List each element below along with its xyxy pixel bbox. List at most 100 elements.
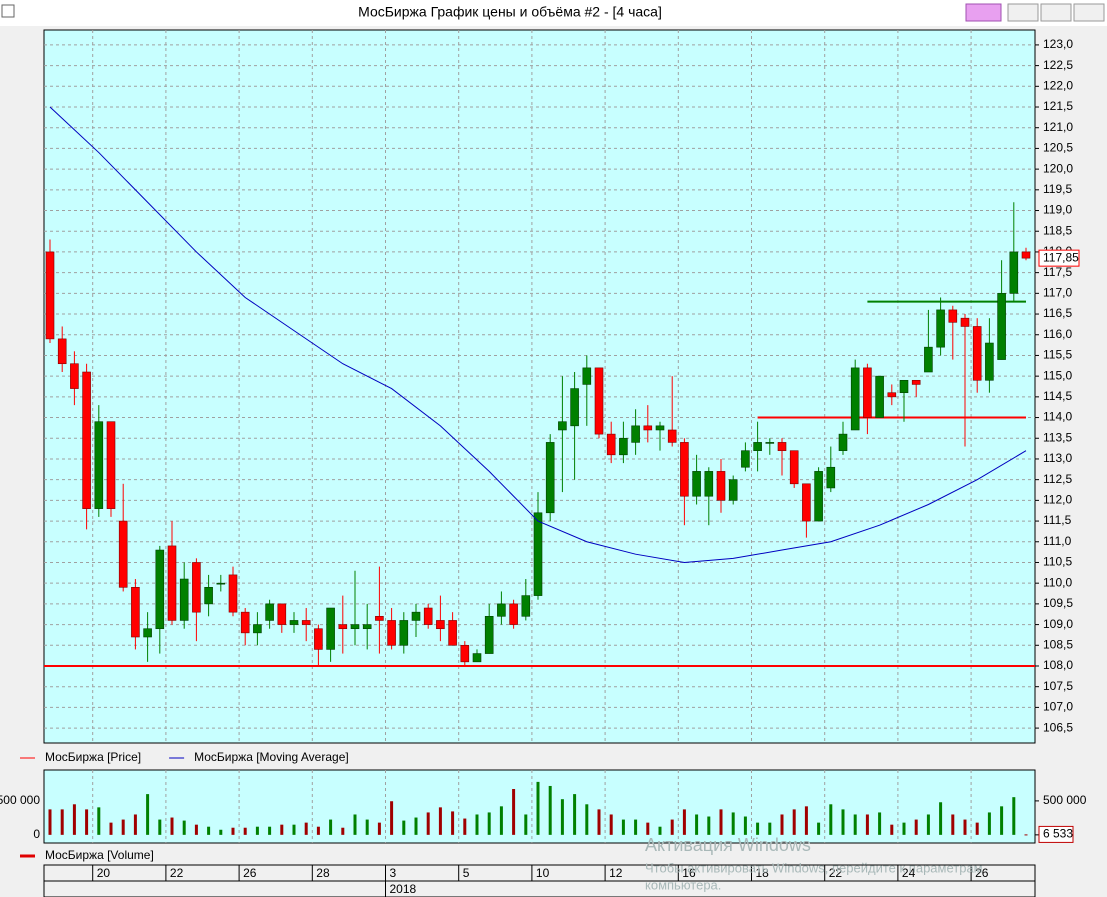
volume-bar — [377, 822, 381, 835]
candle-body — [533, 512, 543, 596]
legend-label: МосБиржа [Moving Average] — [194, 750, 349, 764]
volume-bar — [951, 814, 955, 835]
candle-body — [314, 628, 323, 650]
candle-body — [765, 442, 775, 444]
volume-bar — [316, 826, 320, 835]
candle-body — [387, 620, 396, 646]
candle-body — [887, 392, 897, 398]
volume-bar — [1024, 834, 1028, 836]
x-tick-label: 18 — [756, 866, 770, 880]
pin-button[interactable] — [965, 3, 1002, 22]
close-button[interactable] — [1073, 3, 1105, 22]
y-tick-label: 121,5 — [1043, 99, 1073, 113]
candle-body — [692, 471, 701, 497]
candle-body — [94, 421, 104, 509]
candle-body — [277, 603, 287, 625]
volume-bar — [878, 812, 882, 835]
volume-bar — [914, 819, 918, 835]
volume-bar — [756, 822, 760, 835]
candle-body — [192, 562, 201, 613]
volume-bar — [939, 802, 943, 835]
volume-bar — [987, 812, 991, 835]
y-tick-label: 120,0 — [1043, 161, 1073, 175]
candle-body — [70, 363, 79, 389]
candle-body — [753, 442, 762, 451]
x-tick-label: 24 — [902, 866, 916, 880]
moving-average — [49, 106, 1027, 563]
x-tick-label: 28 — [316, 866, 330, 880]
volume-bar — [817, 822, 821, 835]
volume-bar — [670, 819, 674, 835]
y-tick-label: 111,0 — [1043, 534, 1072, 548]
legend-label: МосБиржа [Price] — [45, 750, 141, 764]
y-tick-label: 109,0 — [1043, 617, 1073, 631]
candle-body — [911, 379, 921, 385]
volume-bar — [451, 811, 455, 835]
volume-bar — [841, 809, 845, 835]
y-tick-label: 123,0 — [1043, 37, 1073, 51]
volume-bar — [158, 819, 162, 835]
candle-body — [131, 587, 140, 638]
volume-bar — [609, 814, 613, 835]
volume-bar — [890, 824, 894, 835]
candle-body — [411, 611, 421, 621]
candle-body — [606, 433, 616, 456]
volume-bar — [402, 820, 406, 835]
candle-body — [704, 471, 714, 497]
maximize-button[interactable] — [1040, 3, 1072, 22]
y-tick-label: 120,5 — [1043, 141, 1073, 155]
candle-body — [936, 309, 945, 348]
volume-bar — [646, 822, 650, 835]
candle-body — [179, 578, 189, 621]
volume-bar — [524, 814, 528, 835]
candle-body — [82, 371, 91, 509]
volume-bar — [438, 807, 442, 835]
candle-body — [972, 326, 982, 381]
y-tick-label: 500 000 — [0, 793, 40, 807]
volume-bar — [85, 809, 89, 835]
y-tick-label: 113,0 — [1043, 451, 1072, 465]
y-tick-label: 108,0 — [1043, 658, 1073, 672]
volume-bar — [695, 814, 699, 835]
candle-body — [558, 421, 567, 431]
volume-bar — [829, 804, 833, 835]
volume-bar — [499, 806, 503, 835]
y-tick-label: 117,0 — [1043, 286, 1072, 300]
candle-body — [838, 433, 848, 451]
volume-bar — [219, 829, 223, 835]
volume-bar — [414, 817, 418, 835]
candle-body — [826, 466, 836, 489]
x-tick-label: 5 — [463, 866, 470, 880]
candle-body — [667, 429, 677, 443]
volume-bar — [548, 785, 552, 835]
last-volume-box — [1038, 825, 1074, 843]
volume-bar — [194, 824, 198, 835]
candle-body — [997, 293, 1006, 360]
volume-bar — [353, 814, 357, 835]
candle-body — [680, 442, 689, 497]
volume-bar — [1012, 797, 1016, 835]
candle-body — [118, 520, 128, 588]
candle-body — [582, 367, 592, 385]
candle-body — [1009, 251, 1019, 294]
y-tick-label: 122,0 — [1043, 78, 1073, 92]
volume-bar — [719, 809, 723, 835]
volume-bar — [121, 819, 125, 835]
volume-bar — [463, 818, 467, 835]
x-tick-label: 26 — [243, 866, 257, 880]
volume-bar — [975, 822, 979, 835]
volume-bar — [512, 789, 516, 835]
candle-body — [448, 620, 457, 646]
volume-bar — [255, 826, 259, 835]
candle-body — [326, 607, 335, 650]
y-tick-label: 113,5 — [1043, 430, 1072, 444]
volume-bar — [390, 801, 394, 835]
candle-body — [570, 388, 579, 427]
volume-bar — [621, 819, 625, 835]
candle-body — [484, 615, 494, 654]
y-tick-label: 500 000 — [1043, 793, 1087, 807]
minimize-button[interactable] — [1007, 3, 1039, 22]
candle-body — [204, 587, 213, 605]
candle-body — [216, 582, 226, 585]
title-bar — [0, 0, 1107, 26]
